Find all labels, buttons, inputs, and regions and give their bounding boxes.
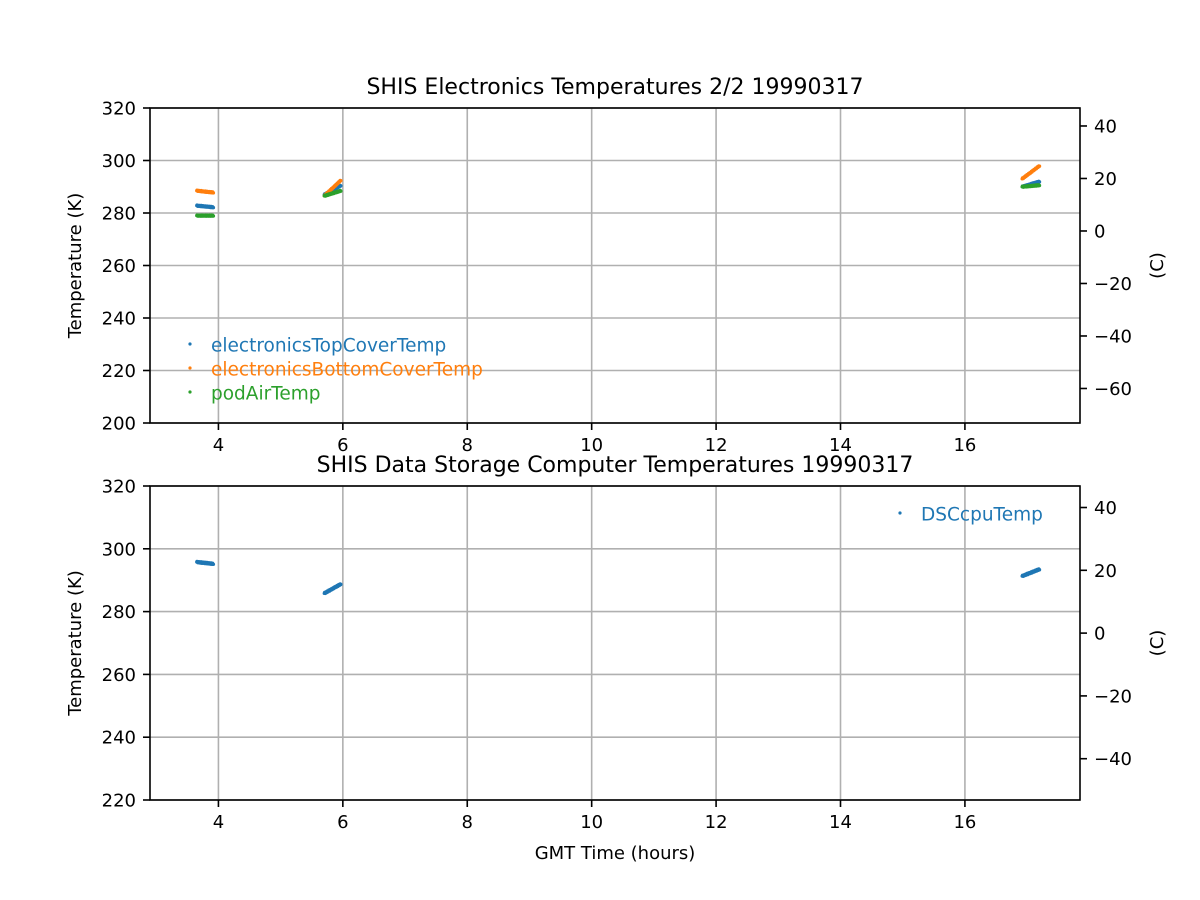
- data-point: [339, 189, 343, 193]
- data-point: [339, 184, 343, 188]
- data-point: [211, 562, 216, 566]
- x-tick-label: 6: [337, 812, 348, 833]
- x-tick-label: 16: [953, 435, 976, 456]
- x-tick-label: 8: [462, 812, 473, 833]
- legend-label: podAirTemp: [211, 384, 321, 405]
- x-tick-label: 10: [580, 812, 603, 833]
- x-tick-label: 8: [462, 435, 473, 456]
- y2-tick-label: −20: [1094, 274, 1132, 295]
- x-axis-label: GMT Time (hours): [535, 843, 696, 864]
- y2-tick-label: 20: [1094, 561, 1117, 582]
- y-tick-label: 280: [102, 602, 136, 623]
- data-point: [1038, 568, 1042, 572]
- chart-1: 4 6 8 10 12 14 1620022024026028030032040200−20…: [65, 75, 1168, 456]
- y2-tick-label: −20: [1094, 686, 1132, 707]
- data-point: [1038, 183, 1042, 188]
- legend-marker: [188, 366, 192, 370]
- data-point: [1038, 180, 1042, 184]
- y2-tick-label: 40: [1094, 498, 1117, 519]
- y-tick-label: 320: [102, 477, 136, 498]
- y-tick-label: 240: [102, 728, 136, 749]
- y2-tick-label: 40: [1094, 116, 1117, 137]
- y2-tick-label: 0: [1094, 221, 1105, 242]
- y-tick-label: 200: [102, 414, 136, 435]
- x-tick-label: 14: [829, 812, 852, 833]
- y-tick-label: 320: [102, 99, 136, 120]
- legend-label: DSCcpuTemp: [921, 505, 1043, 526]
- series-podAirTemp: [195, 183, 1042, 218]
- plot-frame: [149, 485, 1081, 801]
- y-tick-label: 240: [102, 309, 136, 330]
- legend-marker: [188, 342, 192, 346]
- y-tick-label: 280: [102, 204, 136, 225]
- y-axis-label: Temperature (K): [65, 193, 86, 340]
- data-point: [339, 179, 343, 183]
- y-tick-label: 220: [102, 361, 136, 382]
- y2-tick-label: −60: [1094, 379, 1132, 400]
- legend: DSCcpuTemp: [898, 505, 1043, 526]
- data-point: [1038, 164, 1042, 168]
- legend-marker: [188, 390, 192, 394]
- data-point: [339, 582, 343, 587]
- series-electronicsTopCoverTemp: [195, 179, 1042, 210]
- x-tick-label: 12: [705, 435, 728, 456]
- data-point: [211, 214, 216, 218]
- legend: electronicsTopCoverTemp electronicsBottom…: [188, 336, 483, 405]
- legend-label: electronicsBottomCoverTemp: [211, 360, 483, 381]
- y-tick-label: 260: [102, 665, 136, 686]
- x-tick-label: 12: [705, 812, 728, 833]
- series-DSCcpuTemp: [195, 559, 1042, 596]
- x-tick-label: 4: [213, 812, 224, 833]
- y2-tick-label: 0: [1094, 624, 1105, 645]
- x-tick-label: 10: [580, 435, 603, 456]
- x-tick-label: 16: [953, 812, 976, 833]
- data-point: [211, 206, 216, 210]
- chart-title: SHIS Electronics Temperatures 2/2 199903…: [366, 75, 863, 100]
- y-tick-label: 220: [102, 791, 136, 812]
- y2-tick-label: −40: [1094, 749, 1132, 770]
- x-tick-label: 14: [829, 435, 852, 456]
- series-electronicsBottomCoverTemp: [195, 164, 1042, 198]
- y-axis-label: Temperature (K): [65, 570, 86, 717]
- y-tick-label: 300: [102, 151, 136, 172]
- legend-marker: [898, 511, 902, 515]
- chart-title: SHIS Data Storage Computer Temperatures …: [317, 453, 914, 478]
- y-tick-label: 260: [102, 256, 136, 277]
- y2-tick-label: −40: [1094, 326, 1132, 347]
- y2-axis-label: (C): [1147, 630, 1168, 657]
- y-tick-label: 300: [102, 539, 136, 560]
- chart-2: 4 6 8 10 12 14 16 220 240 260 280 300 320 40 20 0 −20 −40…: [65, 453, 1168, 864]
- grid: [150, 485, 1080, 801]
- y2-axis-label: (C): [1147, 252, 1168, 279]
- data-point: [211, 191, 216, 195]
- y2-tick-label: 20: [1094, 169, 1117, 190]
- legend-label: electronicsTopCoverTemp: [211, 336, 446, 357]
- x-tick-label: 4: [213, 435, 224, 456]
- x-tick-label: 6: [337, 435, 348, 456]
